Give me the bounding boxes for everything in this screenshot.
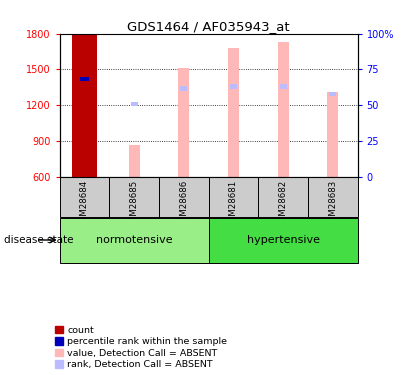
Bar (329, 92, 336, 96)
Bar (129, 144, 140, 177)
Text: disease state: disease state (4, 235, 74, 245)
Text: GSM28681: GSM28681 (229, 180, 238, 227)
Text: hypertensive: hypertensive (247, 235, 320, 245)
Bar (228, 48, 239, 177)
Text: GSM28685: GSM28685 (129, 180, 139, 227)
Bar (279, 84, 286, 88)
Text: normotensive: normotensive (96, 235, 172, 245)
Bar (208, 177, 258, 218)
Bar (258, 177, 308, 218)
Bar (180, 86, 187, 91)
Bar (308, 177, 358, 218)
Text: GSM28684: GSM28684 (80, 180, 89, 227)
Bar (327, 92, 338, 177)
Bar (230, 84, 237, 88)
Text: GSM28683: GSM28683 (328, 180, 337, 227)
Bar (277, 42, 289, 177)
Legend: count, percentile rank within the sample, value, Detection Call = ABSENT, rank, : count, percentile rank within the sample… (54, 325, 228, 370)
Bar (159, 177, 209, 218)
Text: GSM28686: GSM28686 (179, 180, 188, 227)
Title: GDS1464 / AF035943_at: GDS1464 / AF035943_at (127, 20, 290, 33)
Bar (72, 34, 97, 177)
Bar (60, 177, 109, 218)
Bar (109, 177, 159, 218)
Bar (80, 77, 89, 81)
Bar (178, 68, 189, 177)
Bar (131, 102, 138, 106)
Text: GSM28682: GSM28682 (279, 180, 288, 227)
